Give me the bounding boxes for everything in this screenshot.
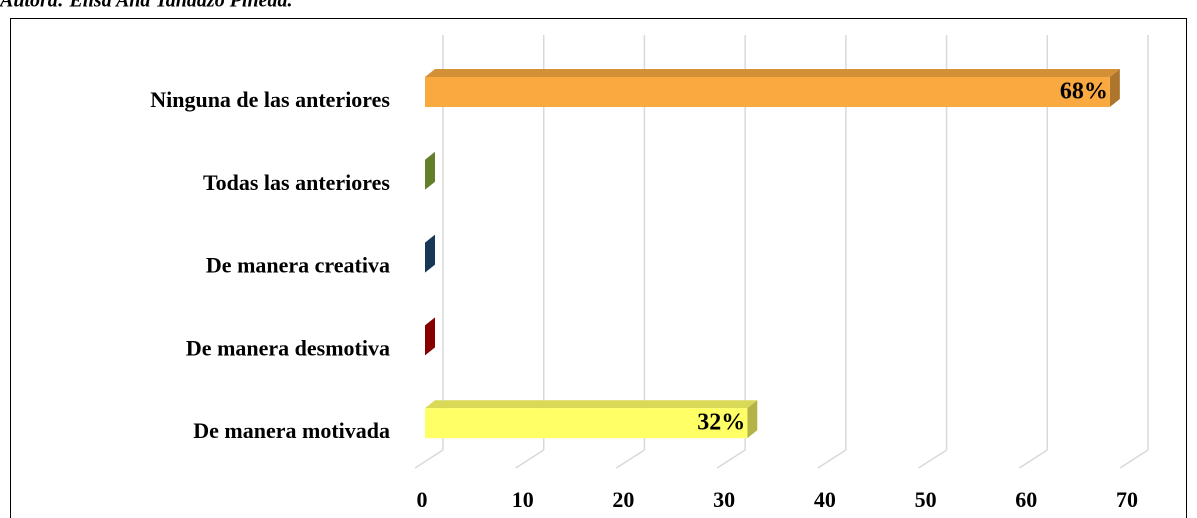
floor-line (716, 449, 746, 469)
bar-side (1109, 69, 1120, 107)
chart-frame (10, 18, 1187, 518)
x-tick-label: 60 (1015, 487, 1037, 512)
y-tick-label: Todas las anteriores (203, 170, 390, 195)
y-tick-label: De manera motivada (193, 418, 390, 443)
floor-line (515, 449, 545, 469)
bar (425, 408, 748, 439)
floor-line (414, 449, 444, 469)
bar-side (425, 151, 435, 190)
x-tick-label: 70 (1116, 487, 1138, 512)
bar (425, 77, 1110, 107)
x-tick-label: 40 (814, 487, 836, 512)
x-tick-label: 0 (417, 487, 428, 512)
floor-line (1119, 449, 1149, 469)
bar-side (747, 400, 758, 439)
floor-line (817, 449, 847, 469)
bar-top (425, 69, 1120, 77)
x-tick-label: 30 (713, 487, 735, 512)
floor-line (918, 449, 947, 469)
x-tick-label: 10 (512, 487, 534, 512)
x-tick-label: 20 (612, 487, 634, 512)
y-tick-label: De manera desmotiva (186, 335, 390, 360)
floor-line (1018, 449, 1048, 469)
value-label: 32% (697, 410, 745, 436)
source: Autora: Elisa Ana Tandazo Pineda. (0, 0, 292, 12)
bar-side (425, 317, 435, 356)
y-tick-label: Ninguna de las anteriores (150, 87, 390, 112)
floor-line (616, 449, 645, 469)
x-tick-label: 50 (915, 487, 937, 512)
bar-side (425, 234, 435, 273)
y-tick-label: De manera creativa (206, 253, 390, 278)
bar-top (425, 400, 758, 409)
value-label: 68% (1060, 79, 1108, 105)
